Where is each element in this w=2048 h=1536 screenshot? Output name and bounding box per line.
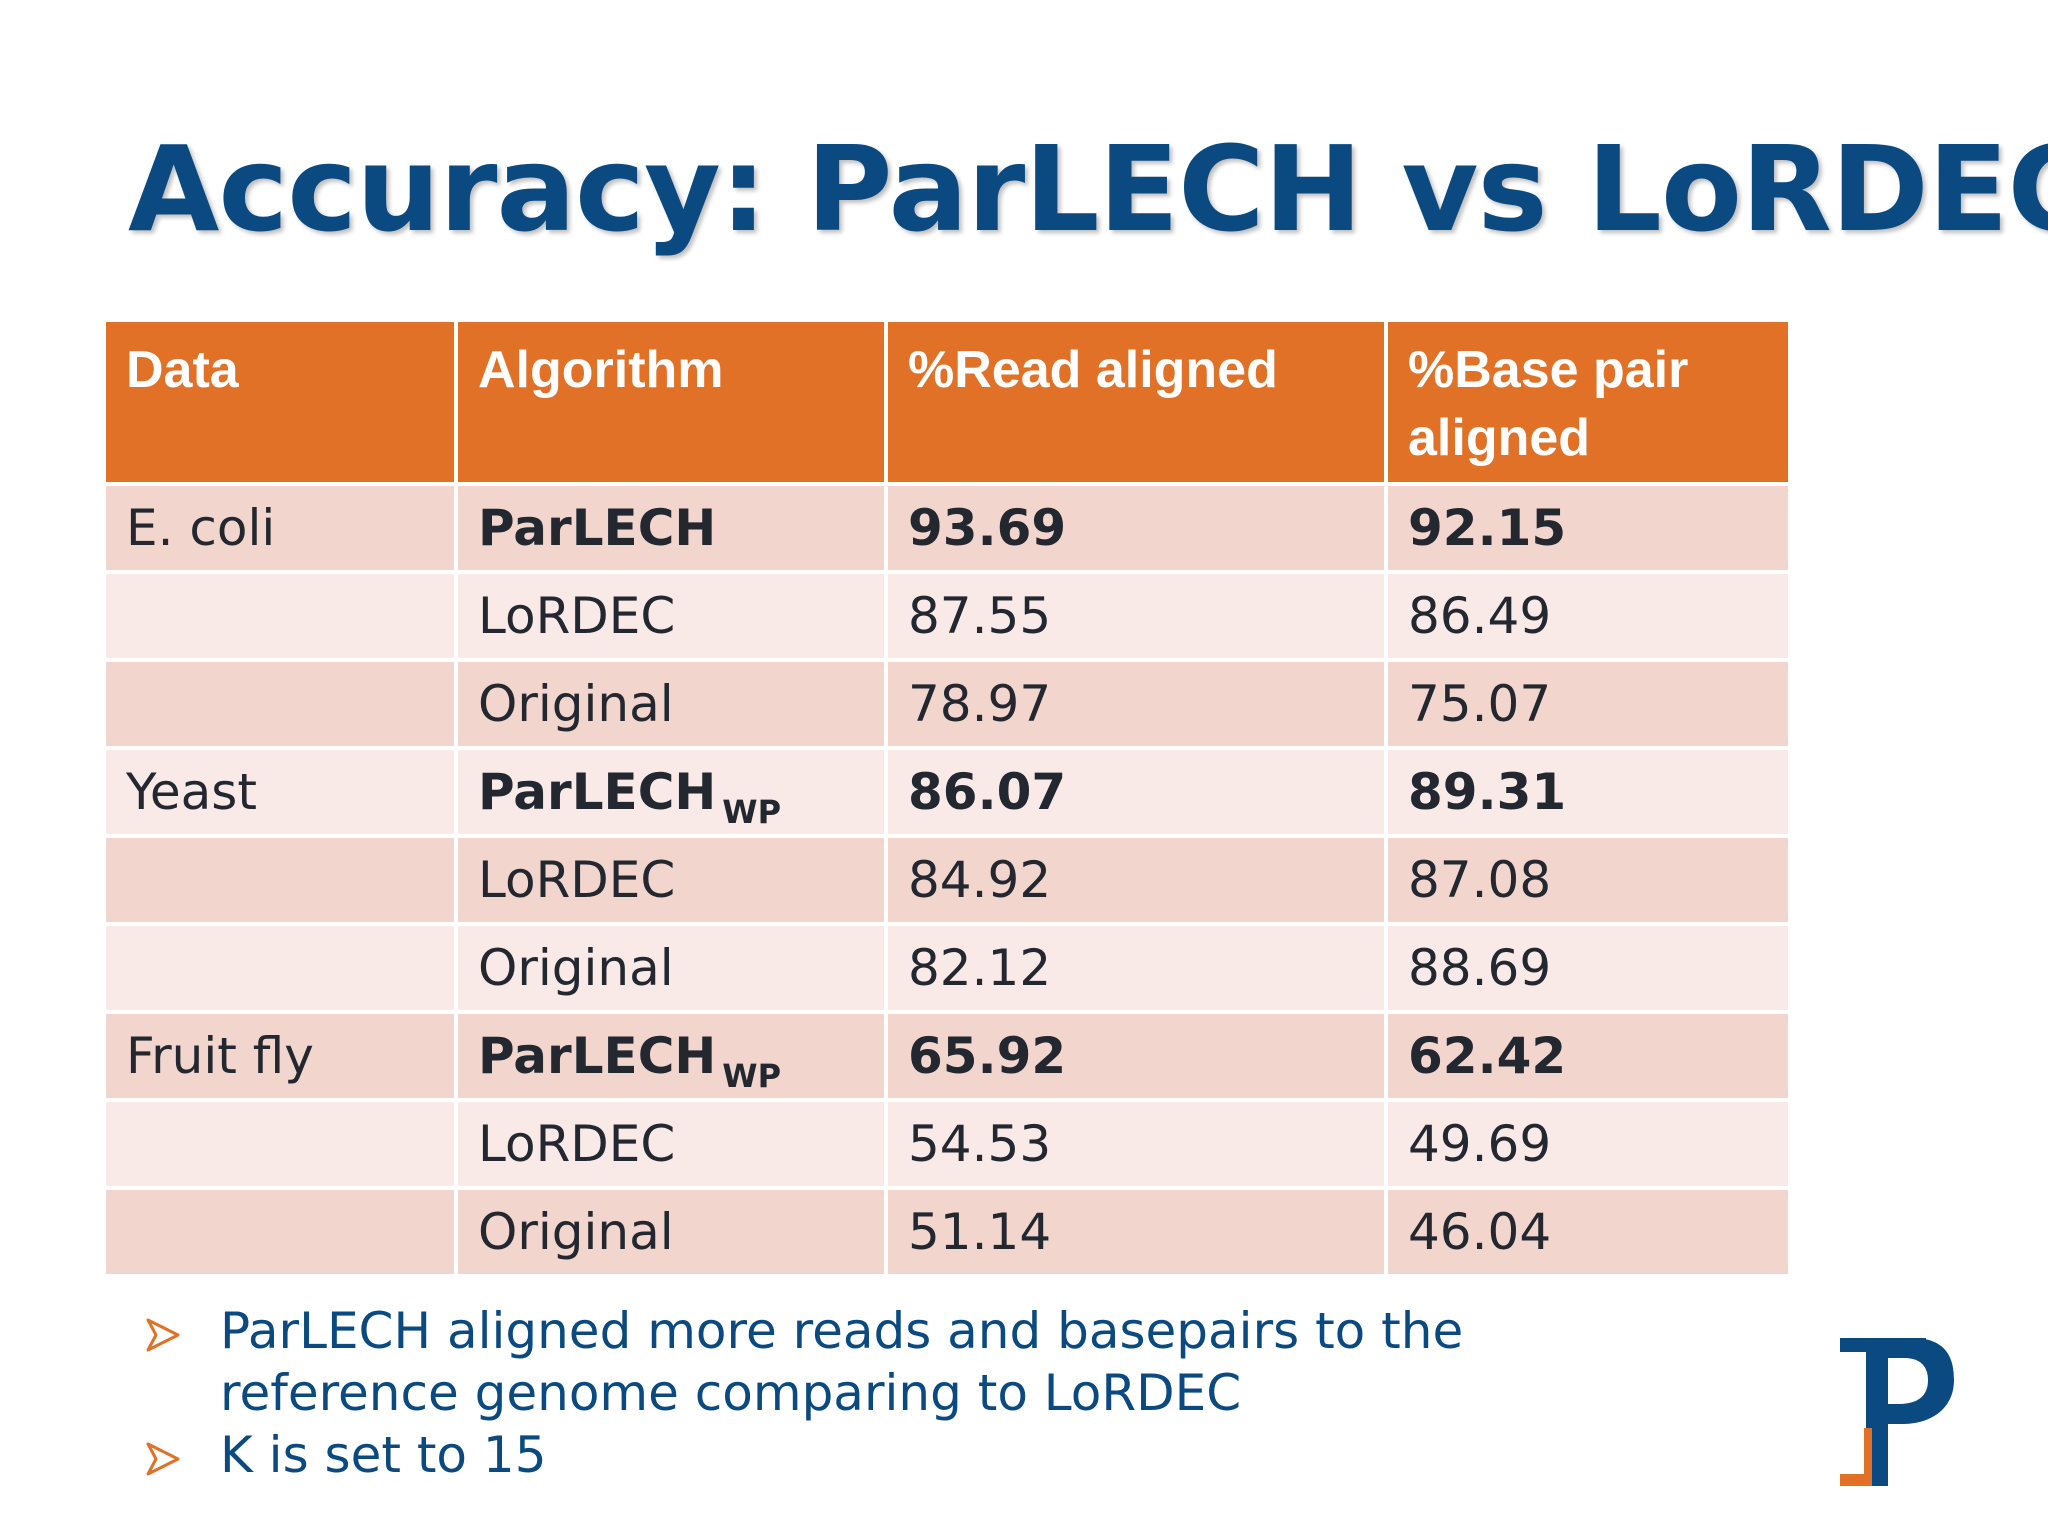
- cell-data: Yeast: [106, 750, 454, 834]
- cell-algorithm: Original: [458, 662, 884, 746]
- cell-data-text: Yeast: [126, 763, 257, 821]
- table-row: E. coli ParLECH 93.69 92.15: [106, 486, 1788, 570]
- cell-algorithm: ParLECH: [458, 486, 884, 570]
- arrowhead-bullet-icon: [146, 1318, 180, 1352]
- cell-algorithm-text: ParLECH: [478, 1027, 717, 1085]
- cell-read-aligned-text: 54.53: [908, 1115, 1052, 1173]
- cell-base-pair-aligned-text: 75.07: [1408, 675, 1552, 733]
- cell-base-pair-aligned-text: 62.42: [1408, 1027, 1567, 1085]
- table-row: Original 78.97 75.07: [106, 662, 1788, 746]
- cell-read-aligned-text: 65.92: [908, 1027, 1067, 1085]
- table-row: Yeast ParLECH WP 86.07 89.31: [106, 750, 1788, 834]
- cell-read-aligned: 78.97: [888, 662, 1384, 746]
- bullet-text: K is set to 15: [220, 1426, 547, 1484]
- cell-base-pair-aligned: 86.49: [1388, 574, 1788, 658]
- cell-data: [106, 1102, 454, 1186]
- bullet-item: ParLECH aligned more reads and basepairs…: [140, 1300, 1660, 1424]
- slide-title: Accuracy: ParLECH vs LoRDEC: [128, 120, 2048, 258]
- cell-data-text: Fruit fly: [126, 1027, 314, 1085]
- cell-read-aligned-text: 82.12: [908, 939, 1052, 997]
- cell-read-aligned-text: 51.14: [908, 1203, 1052, 1261]
- cell-algorithm: ParLECH WP: [458, 1014, 884, 1098]
- cell-read-aligned: 87.55: [888, 574, 1384, 658]
- cell-base-pair-aligned-text: 87.08: [1408, 851, 1552, 909]
- cell-base-pair-aligned: 87.08: [1388, 838, 1788, 922]
- header-base-pair-aligned: %Base pair aligned: [1388, 322, 1788, 482]
- cell-data: [106, 574, 454, 658]
- algorithm-subscript: WP: [722, 1057, 782, 1095]
- bullet-item: K is set to 15: [140, 1424, 1660, 1486]
- cell-base-pair-aligned-text: 88.69: [1408, 939, 1552, 997]
- cell-algorithm: LoRDEC: [458, 838, 884, 922]
- header-read-aligned: %Read aligned: [888, 322, 1384, 482]
- table-row: LoRDEC 87.55 86.49: [106, 574, 1788, 658]
- cell-base-pair-aligned: 88.69: [1388, 926, 1788, 1010]
- table-row: Original 82.12 88.69: [106, 926, 1788, 1010]
- results-table: Data Algorithm %Read aligned %Base pair …: [102, 318, 1792, 1278]
- cell-read-aligned: 54.53: [888, 1102, 1384, 1186]
- cell-base-pair-aligned: 49.69: [1388, 1102, 1788, 1186]
- header-data: Data: [106, 322, 454, 482]
- table-row: Original 51.14 46.04: [106, 1190, 1788, 1274]
- header-algorithm: Algorithm: [458, 322, 884, 482]
- cell-data: [106, 926, 454, 1010]
- cell-data: [106, 838, 454, 922]
- cell-base-pair-aligned: 92.15: [1388, 486, 1788, 570]
- cell-read-aligned-text: 86.07: [908, 763, 1067, 821]
- cell-read-aligned: 82.12: [888, 926, 1384, 1010]
- table-header-row: Data Algorithm %Read aligned %Base pair …: [106, 322, 1788, 482]
- cell-read-aligned-text: 78.97: [908, 675, 1052, 733]
- cell-base-pair-aligned: 89.31: [1388, 750, 1788, 834]
- cell-algorithm: ParLECH WP: [458, 750, 884, 834]
- cell-base-pair-aligned-text: 46.04: [1408, 1203, 1552, 1261]
- table-row: LoRDEC 84.92 87.08: [106, 838, 1788, 922]
- p-logo-icon: [1840, 1338, 1954, 1486]
- cell-algorithm: LoRDEC: [458, 1102, 884, 1186]
- cell-algorithm: Original: [458, 1190, 884, 1274]
- cell-read-aligned-text: 93.69: [908, 499, 1067, 557]
- cell-read-aligned-text: 87.55: [908, 587, 1052, 645]
- bullet-list: ParLECH aligned more reads and basepairs…: [140, 1300, 1660, 1486]
- cell-base-pair-aligned-text: 49.69: [1408, 1115, 1552, 1173]
- cell-algorithm-text: LoRDEC: [478, 1115, 676, 1173]
- cell-data-text: E. coli: [126, 499, 276, 557]
- cell-algorithm-text: Original: [478, 939, 674, 997]
- cell-algorithm-text: Original: [478, 1203, 674, 1261]
- cell-base-pair-aligned: 75.07: [1388, 662, 1788, 746]
- cell-algorithm-text: ParLECH: [478, 763, 717, 821]
- cell-algorithm-text: ParLECH: [478, 499, 717, 557]
- cell-base-pair-aligned-text: 86.49: [1408, 587, 1552, 645]
- table-body: E. coli ParLECH 93.69 92.15 LoRDEC 87.55 86.49…: [106, 486, 1788, 1274]
- algorithm-subscript: WP: [722, 793, 782, 831]
- bullet-text: ParLECH aligned more reads and basepairs…: [220, 1302, 1464, 1422]
- table-row: Fruit fly ParLECH WP 65.92 62.42: [106, 1014, 1788, 1098]
- cell-algorithm: LoRDEC: [458, 574, 884, 658]
- cell-data: E. coli: [106, 486, 454, 570]
- cell-base-pair-aligned: 62.42: [1388, 1014, 1788, 1098]
- cell-data: [106, 1190, 454, 1274]
- cell-read-aligned: 84.92: [888, 838, 1384, 922]
- table-row: LoRDEC 54.53 49.69: [106, 1102, 1788, 1186]
- cell-data: [106, 662, 454, 746]
- cell-read-aligned: 93.69: [888, 486, 1384, 570]
- cell-algorithm: Original: [458, 926, 884, 1010]
- cell-base-pair-aligned: 46.04: [1388, 1190, 1788, 1274]
- cell-read-aligned: 65.92: [888, 1014, 1384, 1098]
- cell-base-pair-aligned-text: 92.15: [1408, 499, 1567, 557]
- cell-data: Fruit fly: [106, 1014, 454, 1098]
- cell-read-aligned: 51.14: [888, 1190, 1384, 1274]
- cell-algorithm-text: LoRDEC: [478, 851, 676, 909]
- cell-base-pair-aligned-text: 89.31: [1408, 763, 1567, 821]
- cell-read-aligned-text: 84.92: [908, 851, 1052, 909]
- cell-read-aligned: 86.07: [888, 750, 1384, 834]
- cell-algorithm-text: LoRDEC: [478, 587, 676, 645]
- arrowhead-bullet-icon: [146, 1442, 180, 1476]
- cell-algorithm-text: Original: [478, 675, 674, 733]
